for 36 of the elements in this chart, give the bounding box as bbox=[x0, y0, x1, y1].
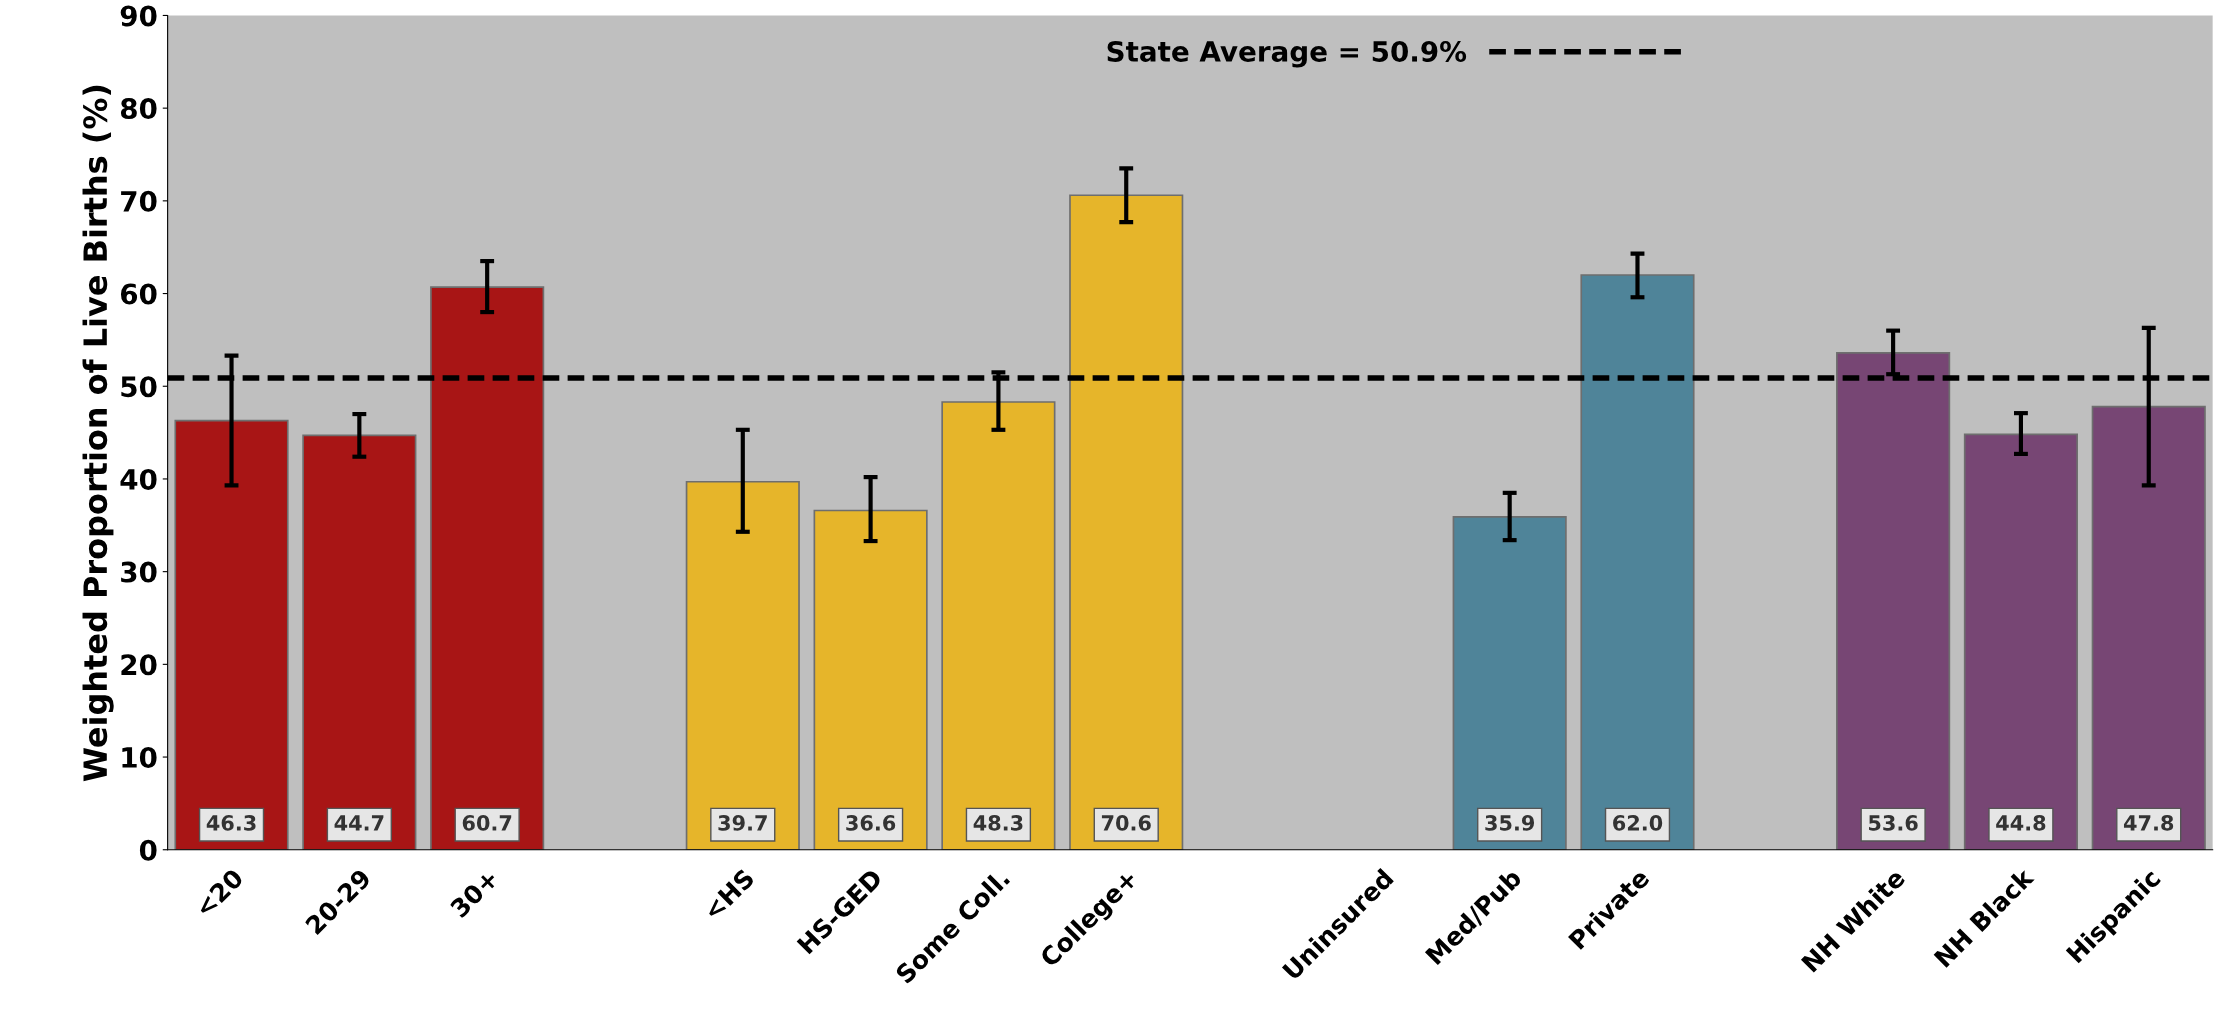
ref-line-label: State Average = 50.9% bbox=[1107, 40, 1467, 68]
bar bbox=[685, 480, 800, 850]
y-axis-title: Weighted Proportion of Live Births (%) bbox=[82, 85, 114, 782]
bar bbox=[1580, 274, 1695, 850]
data-label: 44.8 bbox=[1996, 815, 2046, 831]
y-tick-label: 30 bbox=[121, 561, 157, 583]
data-label: 35.9 bbox=[1485, 815, 1535, 831]
y-tick-label: 10 bbox=[122, 746, 157, 768]
bar bbox=[1963, 433, 2079, 850]
bar bbox=[1069, 194, 1184, 850]
data-label: 47.8 bbox=[2123, 815, 2174, 831]
bar bbox=[1836, 352, 1951, 850]
data-label: 48.3 bbox=[973, 815, 1023, 831]
data-label: 39.7 bbox=[718, 815, 767, 831]
data-label: 46.3 bbox=[206, 815, 256, 831]
data-label: 70.6 bbox=[1101, 815, 1151, 831]
bar bbox=[941, 401, 1056, 850]
data-label: 60.7 bbox=[462, 815, 512, 831]
data-label: 44.7 bbox=[334, 815, 384, 831]
bar bbox=[174, 419, 289, 850]
bar bbox=[813, 509, 928, 850]
bar bbox=[302, 434, 417, 850]
y-tick-label: 50 bbox=[121, 376, 157, 398]
y-tick-label: 70 bbox=[121, 190, 157, 212]
bar bbox=[430, 286, 545, 850]
data-label: 53.6 bbox=[1869, 815, 1918, 831]
bar bbox=[1452, 516, 1567, 850]
y-tick-label: 90 bbox=[120, 5, 157, 27]
y-tick-label: 80 bbox=[120, 98, 157, 120]
y-tick-label: 40 bbox=[120, 468, 157, 490]
data-label: 62.0 bbox=[1613, 815, 1663, 831]
bar bbox=[2091, 405, 2206, 850]
y-tick-label: 60 bbox=[120, 283, 157, 305]
data-label: 36.6 bbox=[846, 815, 896, 831]
y-tick-label: 20 bbox=[121, 654, 157, 676]
y-tick-label: 0 bbox=[139, 839, 157, 861]
